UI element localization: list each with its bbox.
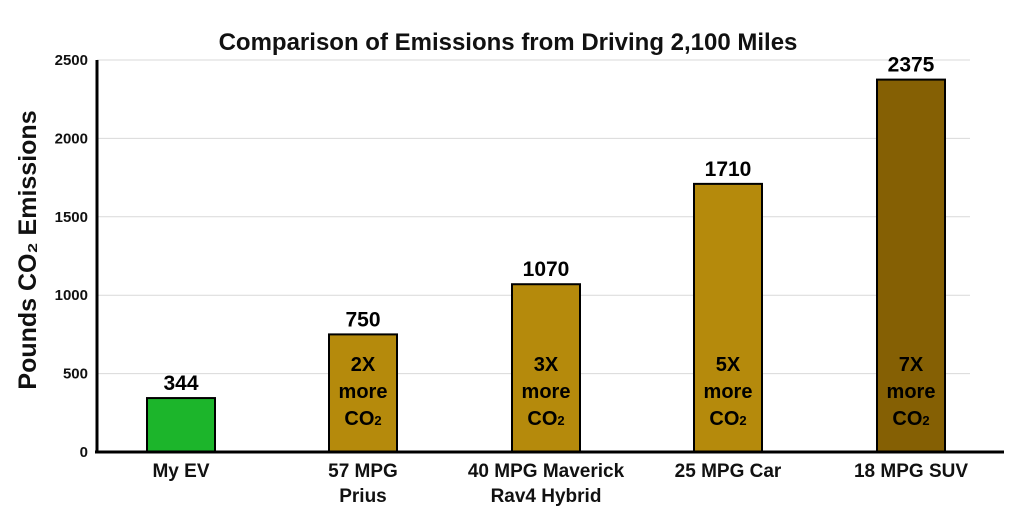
- y-tick-label: 500: [63, 366, 88, 383]
- y-tick-label: 2000: [55, 130, 88, 147]
- chart-title: Comparison of Emissions from Driving 2,1…: [219, 29, 798, 56]
- x-category-label: 18 MPG SUV: [854, 461, 968, 482]
- x-category-label: Prius: [339, 486, 387, 507]
- gridlines: [97, 59, 970, 375]
- y-tick-labels: 0 500 1000 1500 2000 2500: [55, 52, 88, 461]
- x-category-label: My EV: [152, 461, 209, 482]
- bar-value-label: 344: [163, 372, 198, 395]
- bar: [328, 333, 398, 453]
- bar-annotation-line: CO2: [892, 408, 929, 430]
- bar-annotation-line: CO2: [709, 408, 746, 430]
- bars: 344 750 2X more CO2 1070 3X more CO2 1710 5X more CO…: [146, 54, 946, 453]
- bar: [146, 397, 216, 453]
- bar-annotation-line: CO2: [344, 408, 381, 430]
- bar-annotation-line: more: [522, 381, 571, 403]
- y-tick-label: 1500: [55, 209, 88, 226]
- bar-annotation-line: 5X: [716, 354, 741, 376]
- bar-annotation-line: CO2: [527, 408, 564, 430]
- x-category-label: 57 MPG: [328, 461, 398, 482]
- bar-annotation-line: 7X: [899, 354, 924, 376]
- bar-value-label: 1070: [523, 258, 570, 281]
- bar-annotation-line: 3X: [534, 354, 559, 376]
- bar: [876, 78, 946, 453]
- y-axis-label: Pounds CO₂ Emissions: [14, 110, 42, 389]
- y-tick-label: 0: [80, 444, 88, 461]
- bar: [511, 283, 581, 453]
- y-tick-label: 2500: [55, 52, 88, 69]
- bar-annotation-line: more: [339, 381, 388, 403]
- bar-annotation-line: 2X: [351, 354, 376, 376]
- bar-annotation-line: more: [887, 381, 936, 403]
- bar-value-label: 2375: [888, 54, 935, 77]
- x-category-label: Rav4 Hybrid: [491, 486, 602, 507]
- y-tick-label: 1000: [55, 287, 88, 304]
- bar-value-label: 750: [345, 308, 380, 331]
- x-category-labels: My EV 57 MPG Prius 40 MPG Maverick Rav4 Hybr…: [152, 461, 968, 507]
- x-category-label: 40 MPG Maverick: [468, 461, 625, 482]
- x-category-label: 25 MPG Car: [675, 461, 782, 482]
- bar-value-label: 1710: [705, 158, 752, 181]
- bar-annotation-line: more: [704, 381, 753, 403]
